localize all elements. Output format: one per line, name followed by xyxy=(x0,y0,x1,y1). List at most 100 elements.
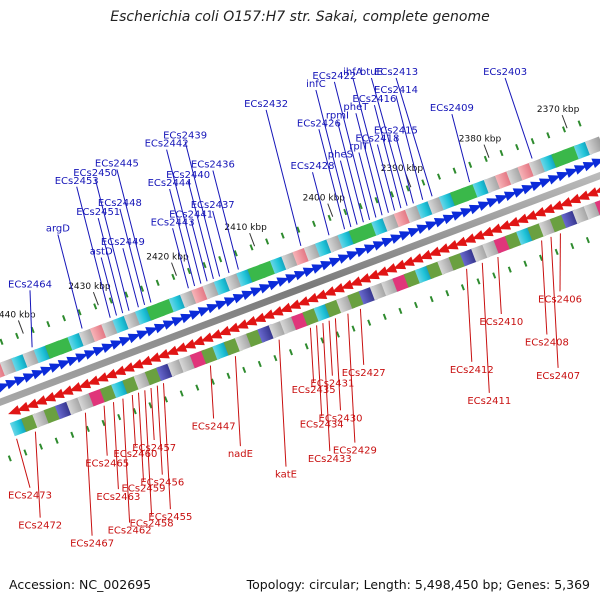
gene-label: ECs2439 xyxy=(163,131,207,142)
gene-label: ECs2449 xyxy=(101,237,145,248)
gene-leader-line xyxy=(235,356,240,446)
gene-leader-line xyxy=(467,269,472,362)
gene-leader-line xyxy=(132,395,135,446)
tick-label: 2410 kbp xyxy=(224,223,267,233)
gene-label: ECs2465 xyxy=(85,459,129,470)
tick-dot xyxy=(312,221,316,227)
tick-dot xyxy=(39,443,43,449)
gene-label: ECs2473 xyxy=(8,491,52,502)
gene-label: ECs2403 xyxy=(483,67,527,78)
map-title: Escherichia coli O157:H7 str. Sakai, com… xyxy=(0,9,600,25)
tick-dot xyxy=(477,278,481,284)
tick-dot xyxy=(62,315,66,321)
tick-dot xyxy=(8,455,12,461)
tick-dot xyxy=(578,120,582,126)
tick-label: 2380 kbp xyxy=(459,135,502,145)
tick-label: 2370 kbp xyxy=(537,105,580,115)
tick-dot xyxy=(586,237,590,243)
tick-dot xyxy=(55,438,59,444)
tick-dot xyxy=(523,261,527,267)
gene-label: katE xyxy=(275,470,297,481)
tick-dot xyxy=(531,138,535,144)
gene-leader-line xyxy=(542,241,547,335)
gene-leader-line xyxy=(213,211,229,273)
tick-dot xyxy=(70,432,74,438)
gene-label: ECs2407 xyxy=(536,371,580,382)
tick-mark xyxy=(250,233,255,246)
gene-label: ECs2448 xyxy=(98,198,142,209)
gene-label: ECs2457 xyxy=(132,443,176,454)
gene-label: ECs2436 xyxy=(191,160,235,171)
gene-leader-line xyxy=(104,406,107,456)
gene-leader-line xyxy=(151,388,154,440)
tick-label: 2430 kbp xyxy=(68,282,111,292)
tick-dot xyxy=(258,361,262,367)
tick-mark xyxy=(18,320,23,333)
tick-dot xyxy=(227,373,231,379)
gene-label: ECs2440 xyxy=(166,170,210,181)
tick-mark xyxy=(328,204,333,217)
tick-dot xyxy=(281,232,285,238)
gene-label: ECs2467 xyxy=(70,539,114,550)
gene-leader-line xyxy=(505,78,532,159)
gene-leader-line xyxy=(498,257,501,314)
accession-label: Accession: NC_002695 xyxy=(9,577,151,592)
gene-leader-line xyxy=(210,366,213,419)
tick-dot xyxy=(289,349,293,355)
gene-leader-line xyxy=(213,171,239,270)
tick-dot xyxy=(23,449,27,455)
tick-label: 2400 kbp xyxy=(303,194,346,204)
tick-dot xyxy=(398,308,402,314)
tick-dot xyxy=(305,343,309,349)
gene-label: ECs2409 xyxy=(430,103,474,114)
tick-dot xyxy=(15,333,19,339)
tick-dot xyxy=(562,126,566,132)
tick-dot xyxy=(570,243,574,249)
tick-dot xyxy=(367,320,371,326)
gene-label: ECs2447 xyxy=(192,422,236,433)
tick-dot xyxy=(250,244,254,250)
tick-dot xyxy=(93,303,97,309)
gene-label: ECs2429 xyxy=(333,446,377,457)
gene-label: ECs2406 xyxy=(538,294,582,305)
gene-label: ECs2464 xyxy=(8,279,52,290)
tick-mark xyxy=(172,263,177,276)
gene-leader-line xyxy=(266,110,301,246)
tick-dot xyxy=(453,168,457,174)
tick-dot xyxy=(461,284,465,290)
gene-leader-line xyxy=(279,340,286,467)
gene-leader-line xyxy=(340,161,357,225)
tick-dot xyxy=(414,302,418,308)
gene-leader-line xyxy=(377,145,394,211)
gene-label: ECs2411 xyxy=(467,396,511,407)
gene-label: ECs2445 xyxy=(95,159,139,170)
gene-leader-line xyxy=(123,248,138,307)
tick-dot xyxy=(195,384,199,390)
tick-dot xyxy=(468,162,472,168)
gene-label: ECs2432 xyxy=(244,99,288,110)
gene-leader-line xyxy=(188,181,213,279)
gene-label: ECs2472 xyxy=(18,521,62,532)
gene-label: nadE xyxy=(228,449,253,460)
gene-leader-line xyxy=(139,393,144,481)
gene-leader-line xyxy=(374,105,401,208)
gene-label: ECs2413 xyxy=(374,67,418,78)
gene-label: ECs2455 xyxy=(148,512,192,523)
tick-dot xyxy=(437,173,441,179)
gene-leader-line xyxy=(157,386,162,475)
tick-dot xyxy=(265,238,269,244)
gene-label: ECs2408 xyxy=(525,338,569,349)
gene-label: ECs2427 xyxy=(342,368,386,379)
tick-dot xyxy=(500,150,504,156)
gene-leader-line xyxy=(191,220,207,281)
tick-mark xyxy=(93,292,98,305)
gene-label: ECs2437 xyxy=(191,200,235,211)
tick-dot xyxy=(508,266,512,272)
tick-dot xyxy=(156,280,160,286)
forward-strand-genes: ECs2464argDECs2453astDECs2451ECs2450ECs2… xyxy=(8,67,532,347)
tick-dot xyxy=(484,156,488,162)
tick-dot xyxy=(171,274,175,280)
tick-dot xyxy=(328,215,332,221)
gene-label: ECs2430 xyxy=(319,413,363,424)
tick-dot xyxy=(421,179,425,185)
